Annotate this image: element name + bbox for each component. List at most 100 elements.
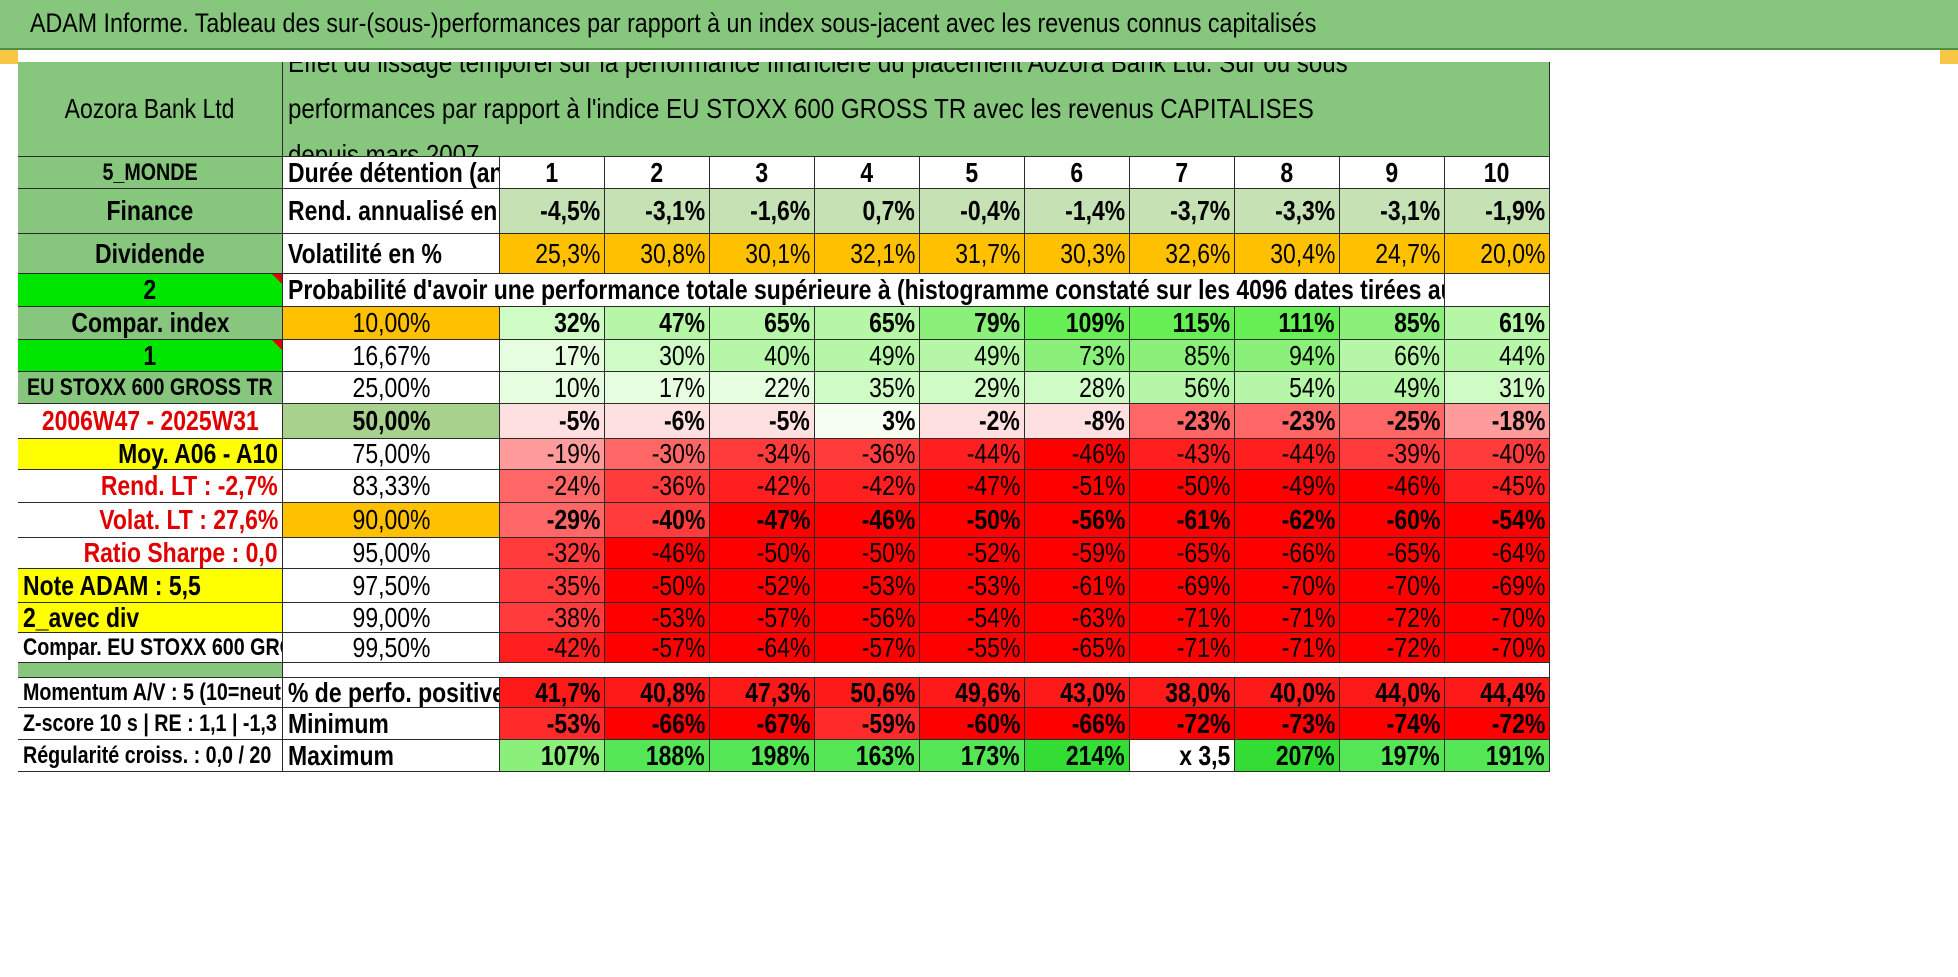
stat-value: 207% <box>1235 740 1340 772</box>
stat-value: 44,4% <box>1445 678 1550 708</box>
selector-1-text: 1 <box>143 340 157 371</box>
quantile-value-text: 22% <box>764 372 810 403</box>
zscore-label-text: Z-score 10 s | RE : 1,1 | -1,3 <box>23 709 277 737</box>
year-header-text: 8 <box>1280 157 1294 188</box>
quantile-value-text: -44% <box>966 439 1020 469</box>
quantile-value: -23% <box>1130 404 1235 439</box>
vol-label-text: Volatilité en % <box>288 237 442 269</box>
quantile-value: -64% <box>1445 538 1550 569</box>
quantile-value-text: -23% <box>1176 405 1230 436</box>
stat-value: 40,8% <box>605 678 710 708</box>
quantile-value: -60% <box>1340 503 1445 538</box>
vol-value: 32,6% <box>1130 234 1235 274</box>
sector-label: Finance <box>18 189 283 234</box>
volat-lt-label: Volat. LT : 27,6% <box>18 503 283 538</box>
rend-value: -3,3% <box>1235 189 1340 234</box>
quantile-value-text: -71% <box>1176 633 1230 663</box>
quantile-value: -40% <box>1445 439 1550 470</box>
quantile-value-text: -38% <box>546 603 600 633</box>
quantile-value: -50% <box>605 569 710 603</box>
quantile-value: -47% <box>920 470 1025 503</box>
quantile-value-text: -45% <box>1491 470 1545 501</box>
quantile-value-text: -71% <box>1281 603 1335 633</box>
duration-label: Durée détention (an) <box>283 157 500 189</box>
quantile-value: -42% <box>710 470 815 503</box>
quantile-value: -70% <box>1340 569 1445 603</box>
rend-value: -4,5% <box>500 189 605 234</box>
vol-value-text: 30,1% <box>744 237 810 269</box>
stat-value: 49,6% <box>920 678 1025 708</box>
quantile-value: 79% <box>920 307 1025 340</box>
quantile-value: -42% <box>500 633 605 663</box>
vol-value: 30,4% <box>1235 234 1340 274</box>
regularity-label-text: Régularité croiss. : 0,0 / 20 <box>23 741 272 769</box>
quantile-label-text: 97,50% <box>352 569 430 601</box>
stat-label: % de perfo. positive <box>283 678 500 708</box>
quantile-value: -2% <box>920 404 1025 439</box>
index-name-text: EU STOXX 600 GROSS TR <box>27 373 273 401</box>
year-header: 2 <box>605 157 710 189</box>
quantile-label-text: 25,00% <box>352 372 430 403</box>
rend-value-text: 0,7% <box>862 195 915 226</box>
quantile-value-text: -54% <box>1491 504 1545 535</box>
corner-marker-left <box>0 50 18 64</box>
quantile-value-text: 47% <box>659 307 705 338</box>
quantile-value-text: -8% <box>1084 405 1125 436</box>
quantile-value-text: -69% <box>1491 569 1545 601</box>
quantile-value-text: -53% <box>966 569 1020 601</box>
volat-lt-label-text: Volat. LT : 27,6% <box>98 504 278 535</box>
quantile-value-text: -57% <box>861 633 915 663</box>
stat-value-text: -67% <box>756 708 810 739</box>
quantile-value-text: -44% <box>1281 439 1335 469</box>
year-header-text: 9 <box>1385 157 1399 188</box>
stat-value: 191% <box>1445 740 1550 772</box>
quantile-value: -19% <box>500 439 605 470</box>
quantile-value: 40% <box>710 340 815 372</box>
quantile-value-text: 35% <box>869 372 915 403</box>
stat-value-text: 49,6% <box>954 678 1020 708</box>
quantile-value-text: 3% <box>881 405 915 436</box>
quantile-value-text: 111% <box>1278 307 1335 338</box>
stat-value: 198% <box>710 740 815 772</box>
table-separator <box>283 663 1550 678</box>
quantile-label: 99,50% <box>283 633 500 663</box>
momentum-label-text: Momentum A/V : 5 (10=neutre) <box>23 678 283 706</box>
rend-value-text: -3,1% <box>645 195 705 226</box>
stat-value-text: -60% <box>966 708 1020 739</box>
quantile-label: 50,00% <box>283 404 500 439</box>
year-header-text: 4 <box>860 157 874 188</box>
quantile-value: -54% <box>1445 503 1550 538</box>
stat-value-text: 38,0% <box>1164 678 1230 708</box>
quantile-label: 25,00% <box>283 372 500 404</box>
rend-lt-label: Rend. LT : -2,7% <box>18 470 283 503</box>
period-label: 2006W47 - 2025W31 <box>18 404 283 439</box>
compar-index-label-text: Compar. index <box>70 307 230 338</box>
quantile-value-text: 32% <box>554 307 600 338</box>
rend-label-text: Rend. annualisé en % <box>288 195 499 226</box>
quantile-value-text: -72% <box>1386 633 1440 663</box>
quantile-value: -54% <box>920 603 1025 633</box>
vol-value-text: 31,7% <box>954 237 1020 269</box>
quantile-value-text: -19% <box>546 439 600 469</box>
stat-value-text: -73% <box>1281 708 1335 739</box>
quantile-value-text: -25% <box>1386 405 1440 436</box>
rend-value: -3,7% <box>1130 189 1235 234</box>
quantile-value: -44% <box>920 439 1025 470</box>
quantile-value: 66% <box>1340 340 1445 372</box>
quantile-value: -70% <box>1445 633 1550 663</box>
stat-value-text: 40,8% <box>639 678 705 708</box>
quantile-value: -46% <box>1025 439 1130 470</box>
rend-value: -0,4% <box>920 189 1025 234</box>
year-header-text: 2 <box>650 157 664 188</box>
year-header-text: 1 <box>545 157 559 188</box>
quantile-label: 95,00% <box>283 538 500 569</box>
avg-label: Moy. A06 - A10 <box>18 439 283 470</box>
quantile-value: -25% <box>1340 404 1445 439</box>
quantile-value-text: -32% <box>546 538 600 568</box>
quantile-value: -52% <box>710 569 815 603</box>
stat-value: -72% <box>1130 708 1235 740</box>
quantile-value: 109% <box>1025 307 1130 340</box>
vol-value-text: 30,3% <box>1059 237 1125 269</box>
sharpe-label: Ratio Sharpe : 0,0 <box>18 538 283 569</box>
quantile-value-text: -70% <box>1281 569 1335 601</box>
